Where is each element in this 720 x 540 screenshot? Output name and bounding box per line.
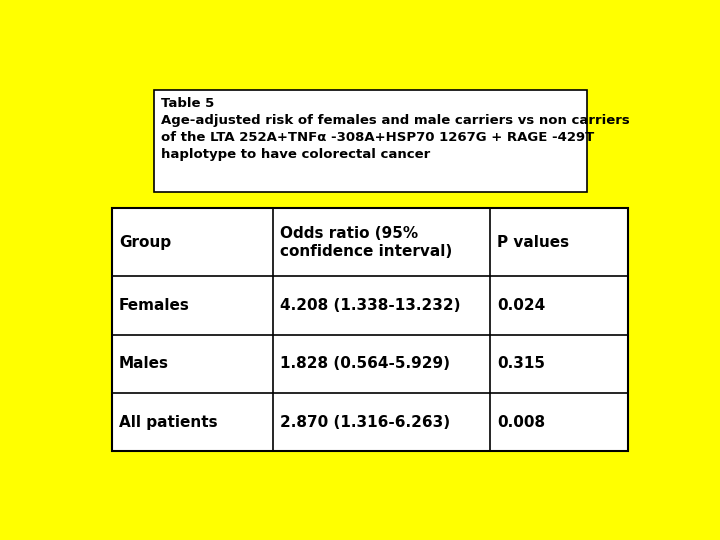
Text: 4.208 (1.338-13.232): 4.208 (1.338-13.232) (280, 298, 460, 313)
FancyBboxPatch shape (112, 208, 629, 451)
Text: Odds ratio (95%
confidence interval): Odds ratio (95% confidence interval) (280, 226, 452, 259)
Text: Females: Females (119, 298, 190, 313)
Text: Group: Group (119, 235, 171, 250)
Text: 2.870 (1.316-6.263): 2.870 (1.316-6.263) (280, 415, 450, 430)
Text: 0.024: 0.024 (497, 298, 545, 313)
Text: 0.008: 0.008 (497, 415, 545, 430)
Text: Table 5
Age-adjusted risk of females and male carriers vs non carriers
of the LT: Table 5 Age-adjusted risk of females and… (161, 97, 629, 161)
FancyBboxPatch shape (154, 90, 587, 192)
Text: All patients: All patients (119, 415, 217, 430)
Text: P values: P values (497, 235, 569, 250)
Text: 0.315: 0.315 (497, 356, 545, 372)
Text: 1.828 (0.564-5.929): 1.828 (0.564-5.929) (280, 356, 450, 372)
Text: Males: Males (119, 356, 169, 372)
